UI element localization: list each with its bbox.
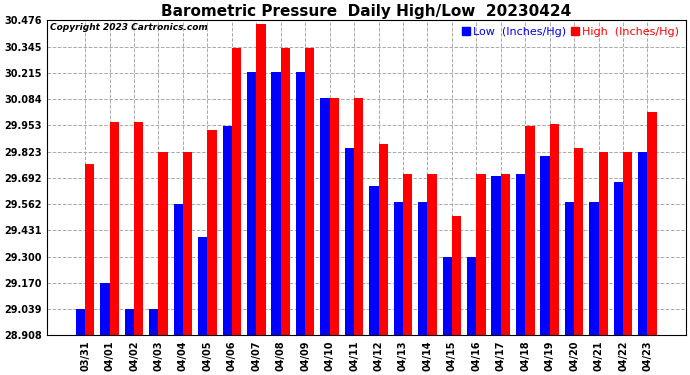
Bar — [110, 122, 119, 335]
Bar — [613, 182, 623, 335]
Bar — [540, 156, 550, 335]
Bar — [305, 48, 315, 335]
Bar — [256, 24, 266, 335]
Bar — [599, 152, 608, 335]
Bar — [442, 256, 452, 335]
Bar — [232, 48, 241, 335]
Bar — [345, 148, 354, 335]
Bar — [330, 98, 339, 335]
Bar — [369, 186, 379, 335]
Bar — [149, 309, 159, 335]
Bar — [418, 202, 427, 335]
Bar — [174, 204, 183, 335]
Bar — [638, 152, 647, 335]
Bar — [320, 98, 330, 335]
Title: Barometric Pressure  Daily High/Low  20230424: Barometric Pressure Daily High/Low 20230… — [161, 4, 571, 19]
Bar — [379, 144, 388, 335]
Bar — [134, 122, 144, 335]
Bar — [159, 152, 168, 335]
Bar — [223, 126, 232, 335]
Bar — [125, 309, 134, 335]
Text: Copyright 2023 Cartronics.com: Copyright 2023 Cartronics.com — [50, 24, 208, 33]
Bar — [550, 124, 559, 335]
Bar — [403, 174, 412, 335]
Bar — [516, 174, 525, 335]
Bar — [271, 72, 281, 335]
Bar — [427, 174, 437, 335]
Bar — [394, 202, 403, 335]
Bar — [281, 48, 290, 335]
Bar — [354, 98, 364, 335]
Bar — [76, 309, 85, 335]
Bar — [491, 176, 501, 335]
Legend: Low  (Inches/Hg), High  (Inches/Hg): Low (Inches/Hg), High (Inches/Hg) — [461, 26, 680, 38]
Bar — [452, 216, 461, 335]
Bar — [623, 152, 632, 335]
Bar — [501, 174, 510, 335]
Bar — [525, 126, 535, 335]
Bar — [565, 202, 574, 335]
Bar — [100, 283, 110, 335]
Bar — [198, 237, 208, 335]
Bar — [476, 174, 486, 335]
Bar — [247, 72, 256, 335]
Bar — [183, 152, 193, 335]
Bar — [574, 148, 584, 335]
Bar — [85, 164, 95, 335]
Bar — [647, 112, 657, 335]
Bar — [467, 256, 476, 335]
Bar — [208, 130, 217, 335]
Bar — [296, 72, 305, 335]
Bar — [589, 202, 599, 335]
